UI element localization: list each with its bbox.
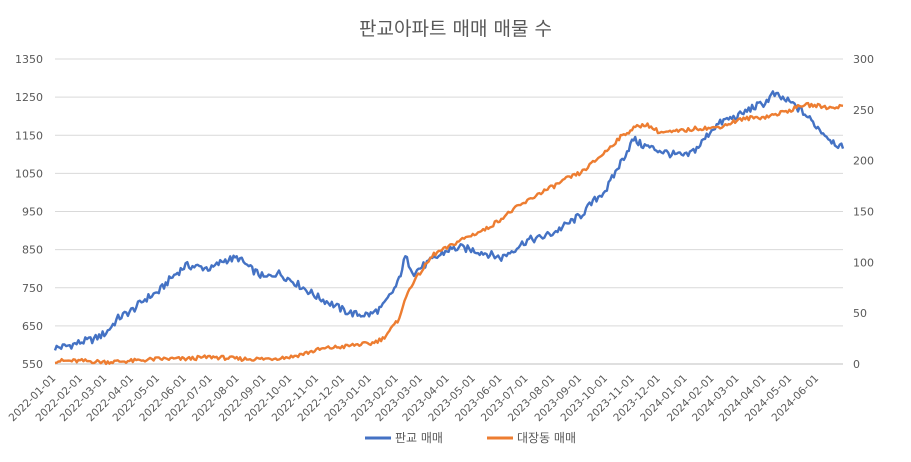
y-right-tick-label: 100 xyxy=(853,256,874,269)
y-left-tick-label: 750 xyxy=(22,282,43,295)
y-left-tick-label: 550 xyxy=(22,358,43,371)
y-right-tick-label: 200 xyxy=(853,155,874,168)
legend-label-2: 대장동 매매 xyxy=(517,431,576,445)
y-left-tick-label: 850 xyxy=(22,244,43,257)
legend-label-1: 판교 매매 xyxy=(395,431,443,445)
chart-title: 판교아파트 매매 매물 수 xyxy=(359,18,552,40)
y-right-tick-label: 250 xyxy=(853,104,874,117)
y-right-tick-label: 50 xyxy=(853,307,867,320)
series-line-2 xyxy=(54,101,844,366)
series-line-1 xyxy=(53,90,845,351)
y-right-tick-label: 300 xyxy=(853,53,874,66)
y-left-tick-label: 1050 xyxy=(15,167,43,180)
y-left-tick-label: 950 xyxy=(22,206,43,219)
y-left-tick-label: 1250 xyxy=(15,91,43,104)
y-left-tick-label: 1150 xyxy=(15,129,43,142)
y-left-tick-label: 650 xyxy=(22,320,43,333)
y-right-tick-label: 0 xyxy=(853,358,860,371)
y-right-tick-label: 150 xyxy=(853,206,874,219)
y-left-tick-label: 1350 xyxy=(15,53,43,66)
